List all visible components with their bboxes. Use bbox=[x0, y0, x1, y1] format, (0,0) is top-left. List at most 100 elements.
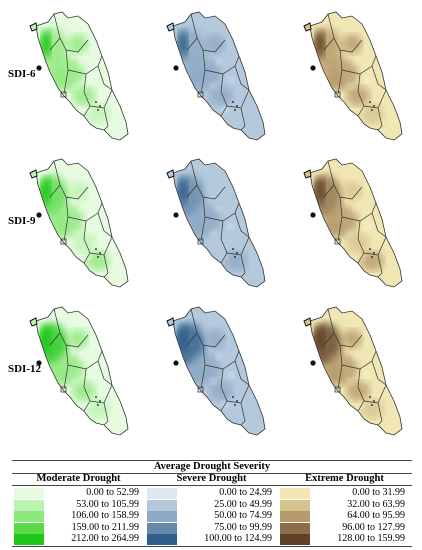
low-severity-spot bbox=[79, 354, 85, 360]
low-severity-spot bbox=[210, 230, 216, 236]
peninsular-malaysia-map bbox=[303, 158, 403, 288]
state-boundary bbox=[186, 37, 198, 51]
low-severity-spot bbox=[91, 372, 97, 378]
legend-row: 96.00 to 127.99 bbox=[280, 522, 409, 535]
langkawi-island bbox=[303, 22, 312, 32]
peninsular-malaysia-map bbox=[166, 158, 266, 288]
severity-zone bbox=[41, 325, 51, 353]
state-boundary bbox=[234, 65, 250, 91]
legend-row: 53.00 to 105.99 bbox=[14, 499, 143, 512]
territory-marker bbox=[60, 238, 67, 245]
state-boundary bbox=[49, 332, 61, 346]
state-boundary bbox=[97, 212, 113, 238]
brown-swatch bbox=[280, 534, 310, 546]
peninsular-malaysia-map bbox=[303, 11, 403, 141]
legend-bottom-rule bbox=[12, 546, 412, 547]
state-boundary bbox=[220, 368, 228, 412]
severity-zone bbox=[205, 329, 225, 349]
state-boundary bbox=[341, 350, 377, 370]
east-coast-islet bbox=[234, 256, 236, 258]
brown-swatch bbox=[280, 511, 310, 523]
severity-zone bbox=[178, 325, 188, 353]
green-swatch bbox=[14, 534, 44, 546]
langkawi-island bbox=[29, 317, 38, 327]
penang-island bbox=[310, 360, 316, 366]
peninsular-malaysia-map bbox=[29, 306, 129, 436]
severity-zone bbox=[346, 381, 370, 401]
legend-row: 32.00 to 63.99 bbox=[280, 499, 409, 512]
state-boundary bbox=[204, 55, 240, 75]
east-coast-islet bbox=[99, 105, 101, 107]
coastline bbox=[172, 11, 266, 141]
low-severity-spot bbox=[91, 224, 97, 230]
low-severity-spot bbox=[228, 224, 234, 230]
state-boundary bbox=[186, 332, 198, 346]
east-coast-islet bbox=[97, 256, 99, 258]
state-boundary bbox=[377, 254, 383, 278]
severity-zone bbox=[72, 381, 96, 401]
severity-zone bbox=[68, 34, 88, 54]
severity-shading bbox=[36, 323, 110, 419]
penang-island bbox=[173, 360, 179, 366]
severity-zone bbox=[72, 86, 96, 106]
legend-row: 128.00 to 159.99 bbox=[280, 533, 409, 546]
low-severity-spot bbox=[216, 206, 222, 212]
low-severity-spot bbox=[216, 59, 222, 65]
penang-island bbox=[173, 65, 179, 71]
legend-range-label: 32.00 to 63.99 bbox=[347, 498, 405, 510]
low-severity-spot bbox=[210, 378, 216, 384]
legend-row: 75.00 to 99.99 bbox=[147, 522, 276, 535]
severity-zone bbox=[342, 181, 362, 201]
state-boundary bbox=[103, 107, 109, 131]
state-boundary bbox=[341, 55, 377, 75]
legend-range-label: 0.00 to 31.99 bbox=[352, 487, 405, 498]
penang-island bbox=[36, 212, 42, 218]
state-boundary bbox=[371, 65, 387, 91]
brown-swatch bbox=[280, 499, 310, 511]
territory-marker bbox=[60, 91, 67, 98]
east-coast-islet bbox=[234, 109, 236, 111]
severity-zone bbox=[315, 325, 325, 353]
east-coast-islet bbox=[371, 404, 373, 406]
penang-island bbox=[310, 212, 316, 218]
state-boundary bbox=[357, 73, 365, 117]
legend-row: 25.00 to 49.99 bbox=[147, 499, 276, 512]
legend-row: 212.00 to 264.99 bbox=[14, 533, 143, 546]
east-coast-islet bbox=[369, 101, 371, 103]
langkawi-island bbox=[303, 317, 312, 327]
legend-range-label: 96.00 to 127.99 bbox=[342, 521, 405, 533]
state-boundary bbox=[204, 202, 240, 222]
legend-header-extreme: Extreme Drought bbox=[305, 473, 384, 484]
territory-marker bbox=[197, 91, 204, 98]
low-severity-spot bbox=[347, 378, 353, 384]
state-boundary bbox=[377, 107, 383, 131]
severity-zone bbox=[346, 233, 370, 253]
coastline bbox=[35, 306, 129, 436]
legend-range-label: 106.00 to 158.99 bbox=[71, 510, 139, 522]
coastline bbox=[35, 158, 129, 288]
severity-zone bbox=[68, 181, 88, 201]
blue-swatch bbox=[147, 511, 177, 523]
state-boundary bbox=[220, 220, 228, 264]
severity-zone bbox=[209, 86, 233, 106]
east-coast-islet bbox=[232, 248, 234, 250]
severity-shading bbox=[310, 175, 384, 271]
legend-row: 159.00 to 211.99 bbox=[14, 522, 143, 535]
legend-row: 64.00 to 95.99 bbox=[280, 510, 409, 523]
brown-swatch bbox=[280, 488, 310, 499]
state-boundary bbox=[357, 368, 365, 412]
east-coast-islet bbox=[95, 101, 97, 103]
east-coast-islet bbox=[234, 404, 236, 406]
brown-swatch bbox=[280, 522, 310, 534]
state-boundary bbox=[186, 184, 198, 198]
territory-marker bbox=[197, 238, 204, 245]
legend-range-label: 64.00 to 95.99 bbox=[347, 510, 405, 522]
legend-row: 100.00 to 124.99 bbox=[147, 533, 276, 546]
legend-row: 0.00 to 24.99 bbox=[147, 487, 276, 500]
low-severity-spot bbox=[353, 206, 359, 212]
east-coast-islet bbox=[97, 109, 99, 111]
severity-zone bbox=[41, 177, 51, 205]
east-coast-islet bbox=[373, 105, 375, 107]
green-swatch bbox=[14, 522, 44, 534]
low-severity-spot bbox=[365, 77, 371, 83]
